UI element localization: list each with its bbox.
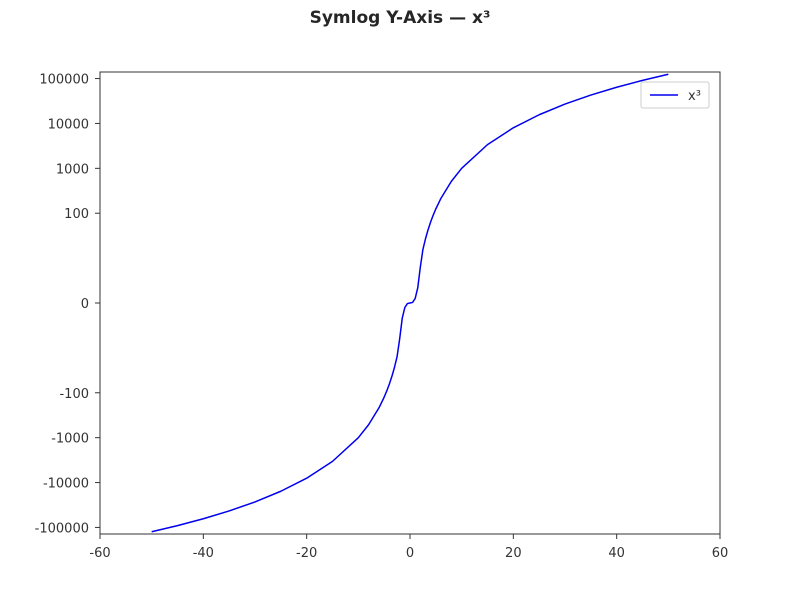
legend-label: x³ xyxy=(688,89,701,104)
y-tick-label: 1000 xyxy=(56,162,89,177)
y-tick-label: -100000 xyxy=(35,521,89,536)
x-tick-label: 60 xyxy=(712,546,729,561)
series-line-0 xyxy=(151,73,669,533)
x-tick-label: -40 xyxy=(193,546,214,561)
x-tick-label: 0 xyxy=(406,546,414,561)
x-axis: -60 -40 -20 0 20 40 60 xyxy=(89,534,728,561)
series-layer xyxy=(151,73,669,533)
x-tick-label: 20 xyxy=(505,546,522,561)
y-tick-label: -10000 xyxy=(43,477,89,492)
y-axis: -100000-10000-1000-100010010001000010000… xyxy=(35,73,100,536)
chart-title: Symlog Y-Axis — x³ xyxy=(309,8,491,28)
y-tick-label: 100 xyxy=(64,207,89,222)
y-tick-label: 10000 xyxy=(48,117,89,132)
x-tick-label: -60 xyxy=(89,546,110,561)
x-tick-label: -20 xyxy=(296,546,317,561)
y-tick-label: -1000 xyxy=(51,432,89,447)
y-tick-label: -100 xyxy=(59,387,89,402)
x-tick-label: 40 xyxy=(608,546,625,561)
y-tick-label: 100000 xyxy=(39,73,89,88)
y-tick-label: 0 xyxy=(81,297,89,312)
legend: x³ xyxy=(640,81,710,109)
